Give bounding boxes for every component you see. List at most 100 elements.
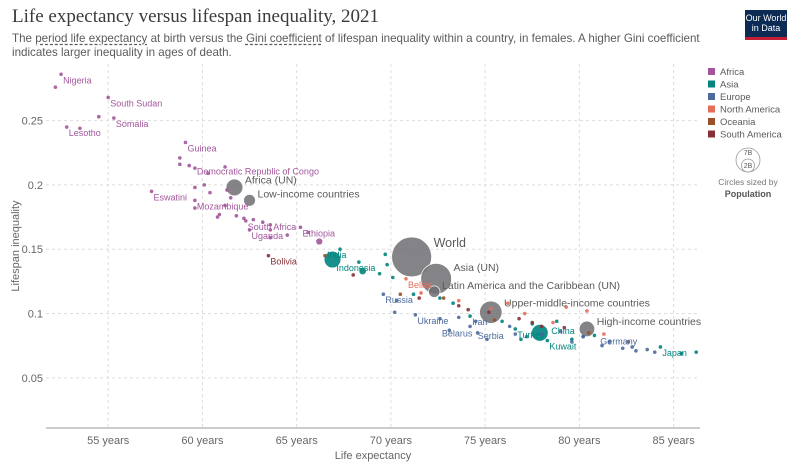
data-point: [392, 310, 397, 315]
data-point: [562, 325, 567, 330]
legend-swatch: [708, 130, 715, 138]
size-legend-value-large: 7B: [744, 150, 753, 157]
size-legend-circle-small: [741, 158, 755, 173]
x-tick-label: 80 years: [558, 435, 601, 447]
data-point: [554, 319, 559, 324]
country-label: Nigeria: [63, 75, 92, 85]
data-point: [519, 337, 523, 342]
data-point: [383, 252, 388, 257]
aggregate-label: Africa (UN): [245, 174, 297, 186]
data-point: [268, 222, 273, 227]
aggregate-label: Low-income countries: [257, 188, 359, 200]
data-point: [492, 318, 497, 322]
data-point: [487, 310, 491, 315]
data-point: [64, 125, 69, 129]
data-point: [149, 189, 154, 194]
country-label: Japan: [662, 348, 687, 358]
legend-swatch: [708, 93, 715, 100]
country-label: Belize: [408, 280, 433, 290]
y-tick-label: 0.15: [22, 244, 43, 256]
data-point: [228, 195, 233, 200]
data-point: [456, 298, 461, 303]
country-label: Russia: [385, 295, 413, 305]
country-circle: [323, 250, 342, 269]
aggregate-point: [428, 285, 441, 298]
data-point: [417, 296, 421, 300]
country-label: Belarus: [442, 329, 473, 339]
country-label: China: [551, 326, 575, 336]
country-label: Turkey: [517, 330, 545, 340]
data-point: [438, 316, 442, 321]
gini-coefficient-link[interactable]: Gini coefficient: [245, 32, 322, 45]
data-point: [570, 340, 574, 344]
gridlines: [46, 64, 700, 428]
data-point: [217, 212, 222, 217]
legend-label: North America: [720, 105, 781, 116]
country-label: Ukraine: [417, 316, 448, 326]
data-point: [183, 140, 188, 145]
data-point: [626, 340, 631, 344]
data-point: [413, 313, 418, 317]
country-label: Lesotho: [69, 128, 101, 138]
aggregate-point: [479, 300, 503, 324]
country-label: Uganda: [252, 231, 284, 241]
data-point: [215, 215, 220, 219]
data-point: [247, 228, 252, 232]
data-point: [473, 319, 478, 324]
data-point: [658, 345, 663, 349]
subtitle-text-1: The: [12, 32, 36, 45]
country-circle: [531, 324, 549, 342]
chart-title: Life expectancy versus lifespan inequali…: [12, 6, 380, 27]
data-point: [242, 216, 246, 221]
data-point: [539, 324, 544, 329]
data-point: [234, 213, 239, 218]
data-point: [507, 324, 512, 329]
aggregate-label: Latin America and the Caribbean (UN): [442, 280, 620, 292]
data-point: [390, 275, 395, 280]
data-point: [602, 332, 606, 336]
size-legend-metric: Population: [725, 189, 772, 199]
data-point: [243, 219, 248, 223]
legend-label: South America: [720, 130, 782, 141]
country-label: Mozambique: [197, 201, 249, 211]
size-legend-title: Circles sized by: [718, 177, 778, 187]
data-point: [522, 311, 527, 316]
data-point: [78, 126, 82, 131]
country-label: India: [327, 250, 347, 260]
legend-swatch: [708, 80, 715, 88]
country-label: Ethiopia: [302, 228, 335, 238]
country-label: Democratic Republic of Congo: [197, 167, 319, 177]
aggregate-point: [225, 178, 244, 197]
data-point: [53, 85, 58, 89]
data-point: [539, 332, 544, 336]
legend-swatch: [708, 118, 715, 125]
aggregate-point: [391, 236, 432, 278]
country-label: Bolivia: [270, 257, 297, 267]
data-point: [652, 350, 657, 354]
country-label: Germany: [600, 336, 638, 346]
data-point: [600, 343, 604, 348]
data-point: [466, 307, 470, 312]
y-tick-label: 0.25: [22, 116, 43, 128]
x-tick-label: 75 years: [464, 435, 507, 447]
data-point: [634, 349, 638, 353]
data-point: [381, 292, 386, 297]
subtitle-text-3: of lifespan inequality within a country,…: [12, 32, 700, 59]
aggregate-point: [578, 320, 596, 338]
size-legend-value-small: 2B: [744, 163, 753, 170]
country-label: South Sudan: [110, 98, 162, 108]
data-point: [441, 296, 446, 300]
owid-logo[interactable]: Our World in Data: [745, 10, 787, 40]
data-point: [187, 163, 192, 168]
aggregate-label: Asia (UN): [454, 262, 500, 274]
data-point: [545, 338, 550, 343]
country-points: [53, 72, 699, 356]
data-point: [517, 316, 521, 321]
aggregate-label: Upper-middle-income countries: [504, 298, 650, 310]
y-tick-label: 0.2: [28, 180, 43, 192]
data-point: [178, 156, 182, 160]
data-point: [385, 262, 389, 267]
period-life-expectancy-link[interactable]: period life expectancy: [35, 32, 148, 45]
